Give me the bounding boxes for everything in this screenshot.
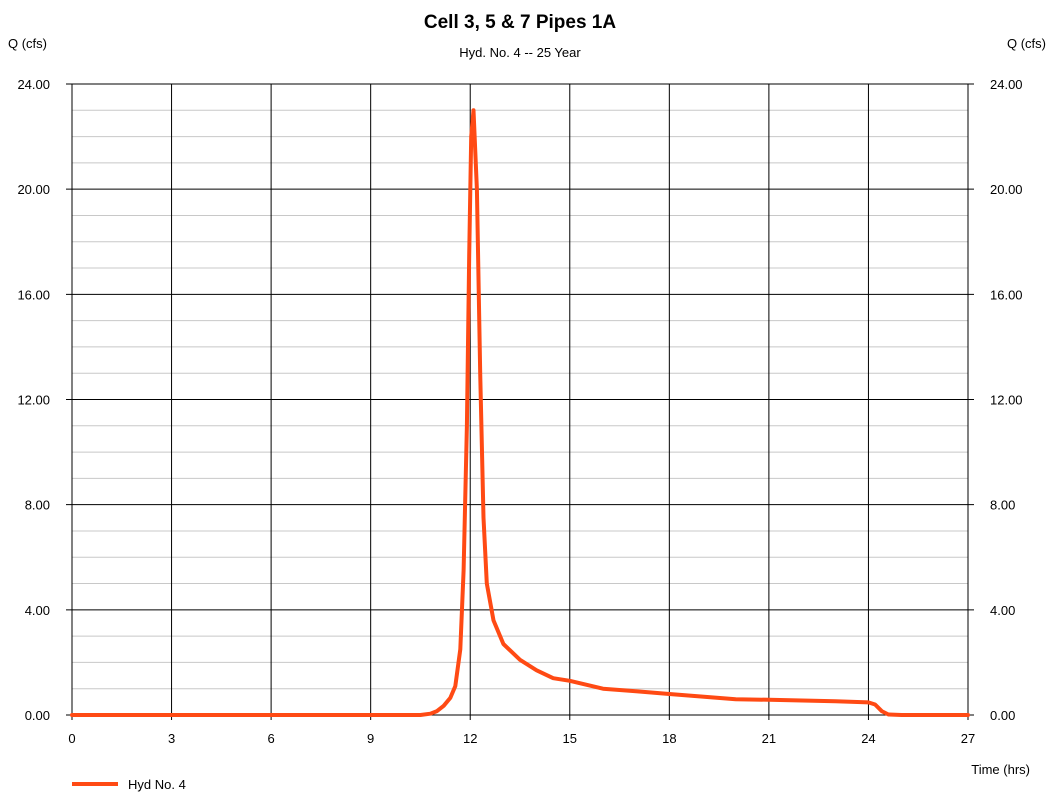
x-tick-label: 9: [367, 731, 374, 746]
legend: Hyd No. 4: [72, 777, 186, 792]
major-gridlines: [66, 83, 974, 720]
y-tick-label-left: 16.00: [17, 287, 50, 302]
series-line-hyd-no-4: [70, 108, 970, 717]
plot-frame: [71, 83, 969, 716]
y-tick-label-left: 24.00: [17, 77, 50, 92]
y-tick-label-right: 20.00: [990, 182, 1023, 197]
x-tick-label: 24: [861, 731, 875, 746]
y-tick-label-left: 8.00: [25, 498, 50, 513]
y-tick-label-right: 16.00: [990, 287, 1023, 302]
x-tick-label: 27: [961, 731, 975, 746]
y-tick-label-left: 0.00: [25, 708, 50, 723]
series-layer: [70, 108, 970, 717]
y-tick-label-left: 20.00: [17, 182, 50, 197]
x-tick-label: 15: [563, 731, 577, 746]
x-tick-label: 0: [68, 731, 75, 746]
y-tick-label-right: 8.00: [990, 498, 1015, 513]
y-tick-label-left: 12.00: [17, 393, 50, 408]
x-tick-label: 3: [168, 731, 175, 746]
y-tick-label-left: 4.00: [25, 603, 50, 618]
chart-subtitle: Hyd. No. 4 -- 25 Year: [459, 45, 581, 60]
x-tick-label: 18: [662, 731, 676, 746]
y-tick-label-right: 12.00: [990, 393, 1023, 408]
x-tick-label: 12: [463, 731, 477, 746]
x-tick-label: 6: [267, 731, 274, 746]
x-tick-label: 21: [762, 731, 776, 746]
y-axis-label-right: Q (cfs): [1007, 36, 1046, 51]
y-tick-label-right: 4.00: [990, 603, 1015, 618]
x-axis-label: Time (hrs): [971, 762, 1030, 777]
chart-title: Cell 3, 5 & 7 Pipes 1A: [424, 12, 616, 33]
y-tick-label-right: 0.00: [990, 708, 1015, 723]
legend-label-hyd-no-4: Hyd No. 4: [128, 777, 186, 792]
y-axis-label-left: Q (cfs): [8, 36, 47, 51]
minor-gridlines: [72, 109, 968, 690]
tick-labels: 0.00 0.00 4.00 4.00 8.00 8.00 12.00 12.00 16.00 1…: [17, 77, 1022, 746]
y-tick-label-right: 24.00: [990, 77, 1023, 92]
